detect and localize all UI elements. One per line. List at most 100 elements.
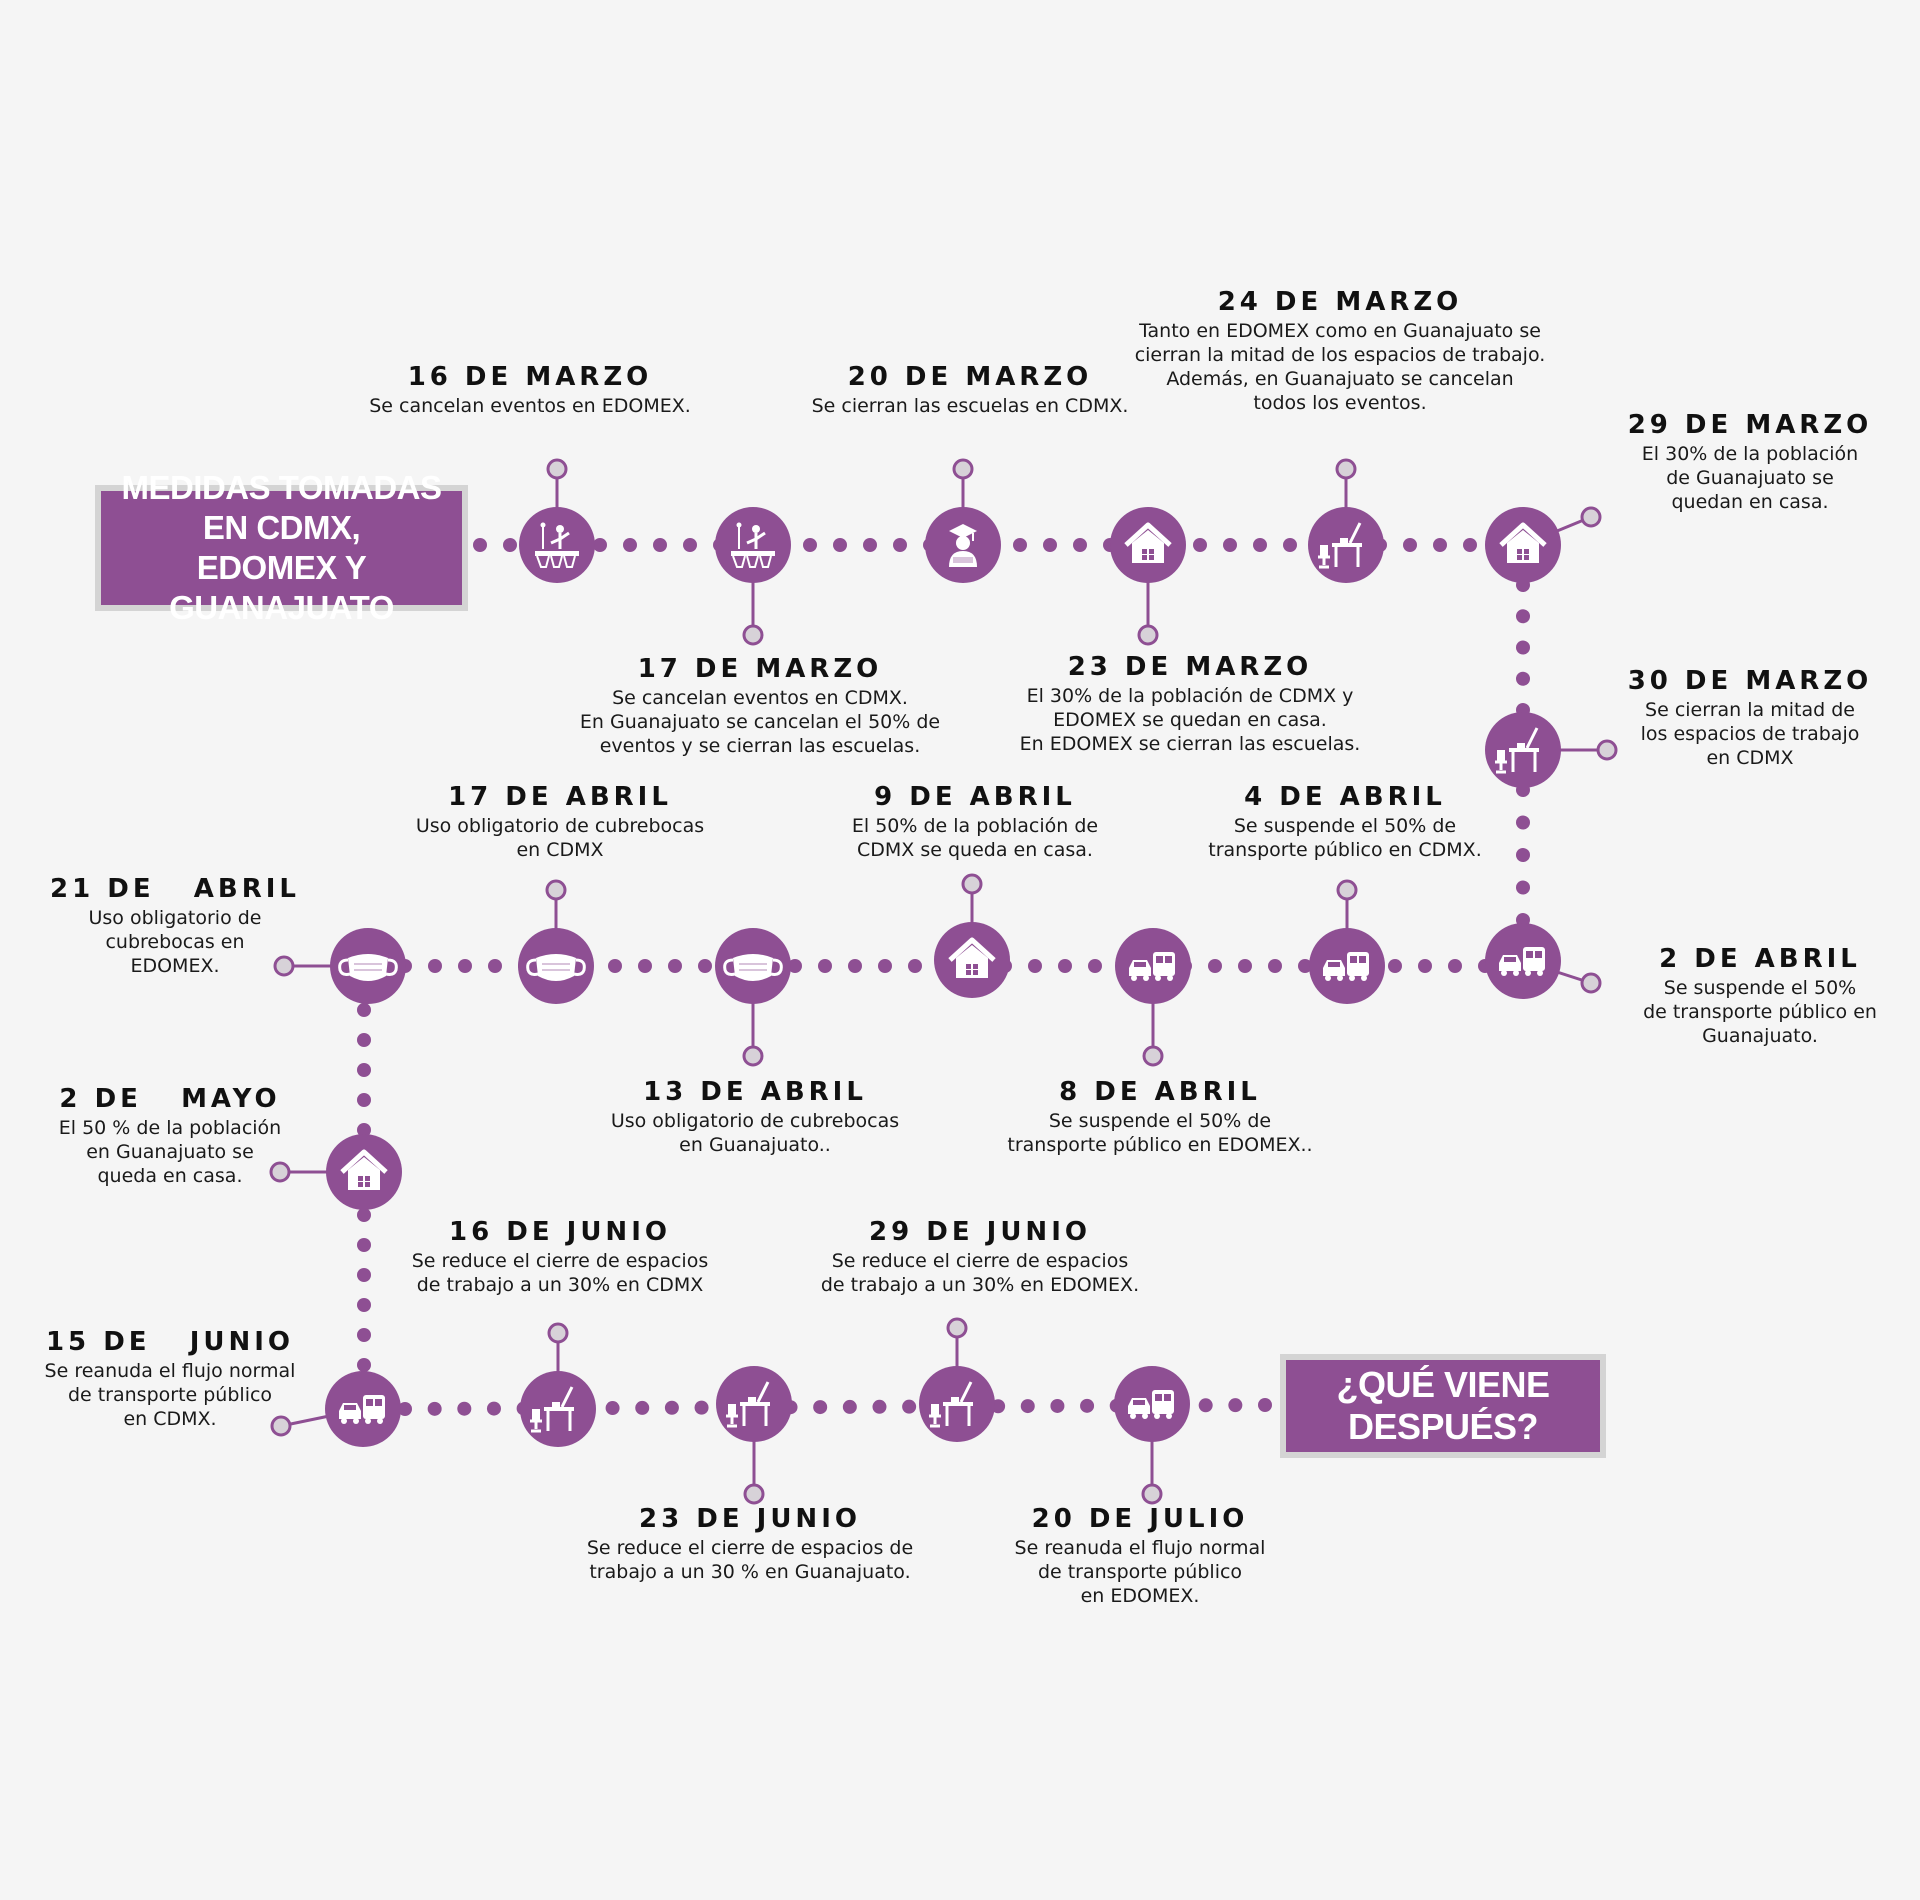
event-description: Se cancelan eventos en CDMX. En Guanajua… — [579, 687, 941, 757]
connector-dot — [1013, 538, 1027, 552]
timeline-node — [1308, 507, 1384, 583]
connector-dot — [1073, 538, 1087, 552]
timeline-node — [1114, 1366, 1190, 1442]
connector-dot — [788, 959, 802, 973]
connector-dot — [357, 1003, 371, 1017]
connector-dot — [1228, 1398, 1243, 1413]
event-label: 29 DE JUNIO Se reduce el cierre de espaci… — [800, 1215, 1160, 1297]
pin-marker — [1336, 879, 1358, 901]
connector-dot — [357, 1238, 371, 1252]
timeline-node — [716, 1366, 792, 1442]
timeline-node — [520, 1371, 596, 1447]
event-date: 29 DE MARZO — [1627, 410, 1873, 440]
event-description: El 50% de la población de CDMX se queda … — [851, 815, 1099, 861]
connector-dot — [803, 538, 817, 552]
event-label: 13 DE ABRIL Uso obligatorio de cubrebocas… — [580, 1075, 930, 1157]
connector-dot — [902, 1399, 917, 1414]
timeline-node — [919, 1366, 995, 1442]
event-description: Uso obligatorio de cubrebocas en EDOMEX. — [88, 907, 262, 977]
timeline-node — [715, 507, 791, 583]
connector-dot — [1058, 959, 1072, 973]
connector-dot — [818, 959, 832, 973]
event-date: 15 DE JUNIO — [45, 1327, 295, 1357]
connector-dot — [1516, 671, 1530, 686]
connector-dot — [427, 1401, 442, 1416]
connector-dot — [1516, 609, 1530, 624]
event-description: Se reanuda el flujo normal de transporte… — [44, 1360, 296, 1430]
event-label: 16 DE JUNIO Se reduce el cierre de espaci… — [395, 1215, 725, 1297]
connector-dot — [605, 1401, 620, 1416]
connector-dot — [664, 1400, 679, 1415]
pin-marker — [742, 1045, 764, 1067]
timeline-node — [518, 928, 594, 1004]
event-date: 17 DE ABRIL — [448, 782, 672, 812]
timeline-node — [1485, 507, 1561, 583]
connector-dot — [1433, 538, 1447, 552]
event-description: El 30% de la población de Guanajuato se … — [1641, 443, 1859, 513]
connector-dot — [503, 538, 517, 552]
timeline-node — [934, 922, 1010, 998]
whats-next-label: ¿QUÉ VIENE DESPUÉS? — [1336, 1364, 1550, 1447]
connector-dot — [357, 1328, 371, 1342]
connector-dot — [1043, 538, 1057, 552]
event-label: 16 DE MARZO Se cancelan eventos en EDOMEX… — [330, 360, 730, 418]
event-description: Se suspende el 50% de transporte público… — [1007, 1110, 1313, 1156]
pin-marker — [1596, 739, 1618, 761]
connector-dot — [848, 959, 862, 973]
event-label: 30 DE MARZO Se cierran la mitad de los es… — [1620, 664, 1880, 770]
event-date: 23 DE JUNIO — [639, 1504, 861, 1534]
connector-dot — [683, 538, 697, 552]
timeline-node — [1115, 928, 1191, 1004]
pin-marker — [547, 1322, 569, 1344]
connector-dot — [457, 1401, 472, 1416]
timeline-node — [1309, 928, 1385, 1004]
event-label: 20 DE MARZO Se cierran las escuelas en CD… — [760, 360, 1180, 418]
connector-dot — [1193, 538, 1207, 552]
connector-dot — [698, 959, 712, 973]
connector-dot — [1080, 1398, 1095, 1413]
whats-next-box: ¿QUÉ VIENE DESPUÉS? — [1280, 1354, 1606, 1458]
event-description: Se cancelan eventos en EDOMEX. — [369, 395, 691, 417]
pin-marker — [270, 1415, 292, 1437]
timeline-node — [1485, 712, 1561, 788]
event-description: El 30% de la población de CDMX y EDOMEX … — [1019, 685, 1361, 755]
connector-dot — [878, 959, 892, 973]
connector-dot — [872, 1399, 887, 1414]
connector-dot — [1283, 538, 1297, 552]
event-description: Uso obligatorio de cubrebocas en Guanaju… — [610, 1110, 900, 1156]
timeline-nodes — [325, 507, 1561, 1447]
event-description: Se reduce el cierre de espacios de traba… — [411, 1250, 709, 1296]
pin-marker — [273, 955, 295, 977]
connector-dot — [1020, 1399, 1035, 1414]
pin-marker — [1580, 506, 1602, 528]
connector-dot — [1516, 848, 1530, 862]
event-description: Se reanuda el flujo normal de transporte… — [1014, 1537, 1266, 1607]
connector-dot — [357, 1298, 371, 1312]
event-description: Se cierran la mitad de los espacios de t… — [1640, 699, 1860, 769]
event-date: 16 DE MARZO — [407, 362, 653, 392]
connector-dot — [357, 1358, 371, 1372]
pin-marker — [545, 879, 567, 901]
event-description: Se cierran las escuelas en CDMX. — [811, 395, 1129, 417]
event-date: 21 DE ABRIL — [50, 874, 300, 904]
event-date: 2 DE MAYO — [59, 1084, 281, 1114]
event-date: 16 DE JUNIO — [449, 1217, 671, 1247]
event-date: 30 DE MARZO — [1627, 666, 1873, 696]
infographic-title: MEDIDAS TOMADAS EN CDMX, EDOMEX Y GUANAJ… — [95, 469, 468, 626]
pin-marker — [952, 458, 974, 480]
event-label: 15 DE JUNIO Se reanuda el flujo normal de… — [20, 1325, 320, 1431]
pin-marker — [743, 1483, 765, 1505]
connector-dot — [1238, 959, 1252, 973]
event-label: 2 DE MAYO El 50 % de la población en Guan… — [40, 1082, 300, 1188]
connector-dot — [842, 1399, 857, 1414]
connector-dot — [357, 1268, 371, 1282]
connector-dot — [486, 1401, 501, 1416]
connector-dot — [458, 959, 472, 973]
connector-stems — [269, 458, 1618, 1505]
event-description: Se reduce el cierre de espacios de traba… — [820, 1250, 1140, 1296]
connector-dot — [1253, 538, 1267, 552]
connector-dot — [694, 1400, 709, 1415]
event-date: 17 DE MARZO — [637, 654, 883, 684]
event-description: El 50 % de la población en Guanajuato se… — [58, 1117, 282, 1187]
connector-dot — [608, 959, 622, 973]
